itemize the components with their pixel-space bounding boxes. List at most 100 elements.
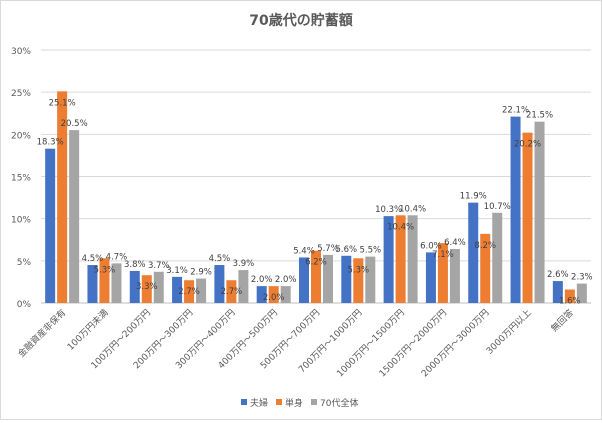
legend-swatch: [311, 399, 317, 405]
y-axis-ticks: 0% 5% 10% 15% 20% 25% 30%: [11, 47, 31, 310]
data-label: 5.5%: [360, 246, 382, 256]
x-axis-ticks: 金融資産非保有100万円未満100万円～200万円200万円～300万円300万…: [15, 307, 576, 380]
bar: [57, 91, 68, 303]
data-label: 3.3%: [136, 282, 158, 292]
bar: [226, 280, 237, 303]
data-label: 3.1%: [166, 266, 188, 276]
x-tick-label: 2000万円～3000万円: [419, 307, 491, 379]
x-tick-label: 1500万円～2000万円: [377, 307, 449, 379]
bar: [184, 280, 195, 303]
data-label: 3.7%: [148, 261, 170, 271]
y-tick-label: 25%: [11, 89, 31, 99]
legend-swatch: [241, 399, 247, 405]
data-label: 5.3%: [94, 265, 116, 275]
bar: [365, 256, 376, 303]
bar: [353, 258, 364, 303]
legend-label: 単身: [285, 397, 303, 409]
data-label: 4.5%: [82, 254, 104, 264]
x-tick-label: 1000万円～1500万円: [335, 307, 407, 379]
legend-label: 夫婦: [250, 397, 268, 409]
bar: [196, 278, 207, 303]
bar: [407, 215, 418, 303]
x-tick-label: 金融資産非保有: [15, 307, 68, 360]
bars: [45, 91, 587, 303]
data-label: 2.7%: [178, 287, 200, 297]
bar: [522, 132, 533, 303]
bar: [492, 212, 503, 303]
data-label: 2.6%: [547, 270, 569, 280]
bar: [129, 270, 140, 303]
y-tick-label: 0%: [17, 300, 32, 310]
bar: [153, 271, 164, 303]
data-label: 2.7%: [221, 287, 243, 297]
bar: [510, 116, 521, 303]
bar: [395, 215, 406, 303]
data-label: 20.5%: [61, 119, 88, 129]
bar: [383, 216, 394, 303]
data-label: 5.3%: [348, 265, 370, 275]
data-label: 5.7%: [317, 244, 339, 254]
bar: [141, 275, 152, 303]
data-label: 21.5%: [526, 111, 553, 121]
x-tick-label: 100万円未満: [64, 307, 110, 353]
bar: [564, 289, 575, 303]
data-label: 10.7%: [484, 202, 511, 212]
data-label: 2.0%: [263, 293, 285, 303]
data-label: 5.4%: [293, 246, 315, 256]
bar: [299, 257, 309, 303]
data-label: 5.6%: [336, 245, 358, 255]
data-label: 3.9%: [233, 259, 255, 269]
bar: [449, 249, 460, 303]
data-label: 25.1%: [49, 98, 76, 108]
bar: [576, 283, 587, 303]
bar: [268, 286, 279, 303]
data-label: 2.9%: [190, 268, 212, 278]
data-label: 4.7%: [106, 252, 128, 262]
data-label: 22.1%: [502, 106, 529, 116]
data-labels: 18.3% 4.5% 3.8% 3.1% 4.5% 2.0% 5.4% 5.6% 10.3% 6.…: [37, 98, 593, 306]
bar: [437, 243, 448, 303]
chart-title: 70歳代の貯蓄額: [249, 12, 352, 29]
data-label: 4.5%: [209, 254, 231, 264]
bar: [45, 148, 56, 303]
y-tick-label: 5%: [17, 258, 32, 268]
data-label: 6.4%: [444, 238, 466, 248]
bar: [87, 265, 98, 303]
y-tick-label: 10%: [11, 216, 31, 226]
bar: [323, 254, 333, 303]
data-label: 10.3%: [375, 205, 402, 215]
data-label: 10.4%: [399, 204, 426, 214]
bar: [341, 255, 352, 303]
bar: [552, 281, 563, 303]
x-tick-label: 無回答: [548, 307, 576, 335]
data-label: 2.3%: [571, 273, 593, 283]
bar: [480, 233, 491, 303]
legend-label: 70代全体: [320, 397, 358, 409]
bar: [172, 276, 183, 303]
x-tick-label: 3000万円以上: [484, 307, 533, 356]
bar: [425, 252, 436, 303]
data-label: 7.1%: [432, 250, 454, 260]
bar: [99, 258, 110, 303]
bar: [214, 265, 225, 303]
data-label: 20.2%: [514, 140, 541, 150]
legend: 夫婦 単身 70代全体: [241, 397, 358, 409]
bar: [69, 130, 80, 303]
data-label: 18.3%: [37, 138, 64, 148]
data-label: 2.0%: [251, 275, 273, 285]
data-label: 11.9%: [460, 192, 487, 202]
gridlines: [41, 49, 591, 304]
data-label: 8.2%: [474, 241, 496, 251]
bar: [534, 121, 545, 303]
data-label: 3.8%: [124, 260, 146, 270]
data-label: 1.6%: [559, 297, 581, 307]
bar: [111, 263, 122, 303]
legend-swatch: [276, 399, 282, 405]
bar: [311, 250, 321, 303]
data-label: 2.0%: [275, 275, 297, 285]
data-label: 6.2%: [305, 258, 327, 268]
bar: [238, 270, 249, 303]
data-label: 6.0%: [420, 241, 442, 251]
